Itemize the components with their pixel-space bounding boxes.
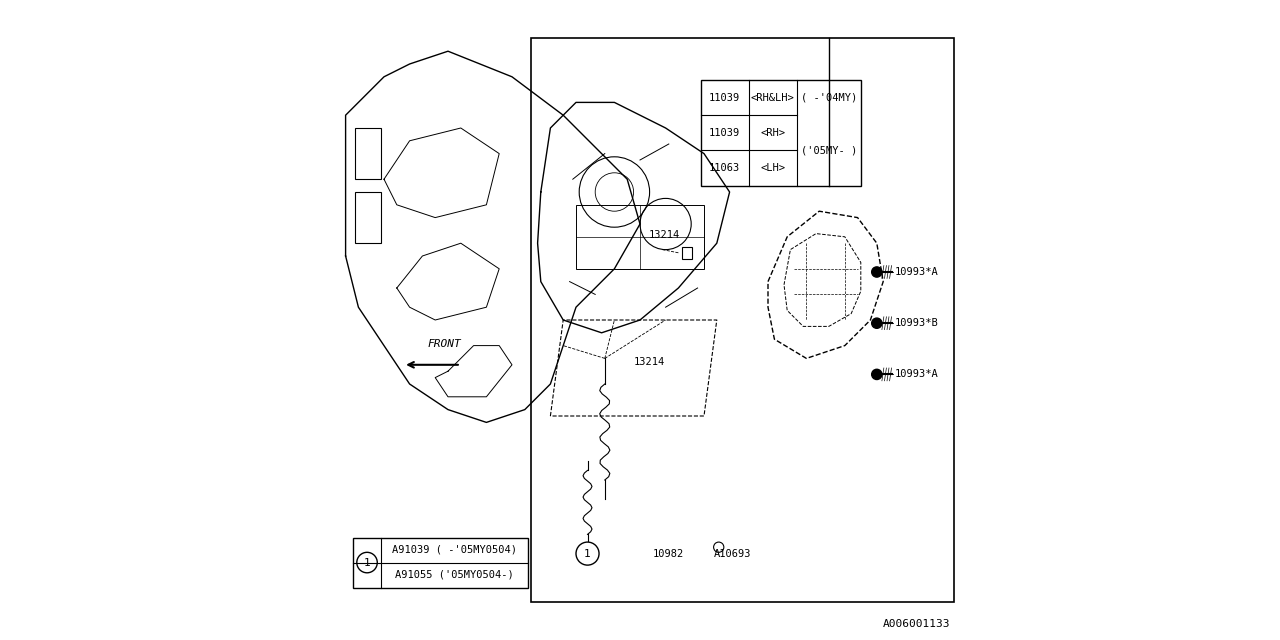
Text: <LH>: <LH> [760,163,786,173]
Circle shape [872,369,882,380]
Text: 1: 1 [584,548,591,559]
Bar [681,247,691,259]
Text: A10693: A10693 [714,548,751,559]
Text: 13214: 13214 [649,230,680,240]
Text: 10993*A: 10993*A [895,267,938,277]
Circle shape [872,318,882,328]
Text: ('05MY- ): ('05MY- ) [801,145,856,156]
Text: <RH>: <RH> [760,128,786,138]
Text: A91055 ('05MY0504-): A91055 ('05MY0504-) [396,570,513,580]
Text: 11039: 11039 [709,93,740,102]
Text: ( -'04MY): ( -'04MY) [801,93,856,102]
Bar [531,38,954,602]
Text: 1: 1 [364,557,370,568]
Text: 13214: 13214 [634,356,664,367]
Text: A006001133: A006001133 [883,619,950,629]
Bar [356,128,381,179]
Text: 10982: 10982 [653,548,685,559]
Bar [356,192,381,243]
Bar [353,538,529,588]
Text: A91039 ( -'05MY0504): A91039 ( -'05MY0504) [392,545,517,555]
Text: 11039: 11039 [709,128,740,138]
Text: 11063: 11063 [709,163,740,173]
Circle shape [872,267,882,277]
Bar [576,205,704,269]
Text: <RH&LH>: <RH&LH> [751,93,795,102]
Text: 10993*B: 10993*B [895,318,938,328]
Bar [701,80,860,186]
Text: 10993*A: 10993*A [895,369,938,380]
Text: FRONT: FRONT [428,339,462,349]
